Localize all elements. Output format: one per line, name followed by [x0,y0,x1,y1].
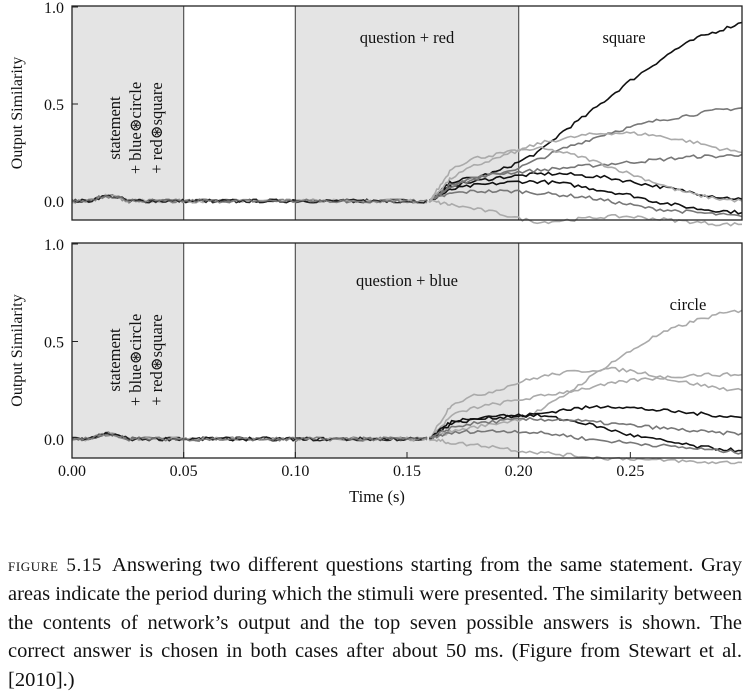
panel-bottom-answer-annotation: circle [670,295,707,314]
panel-top-question-label: question + red [360,28,455,47]
panel-bottom-xtick-label: 0.20 [505,463,533,480]
panel-bottom-question-label: question + blue [356,271,458,290]
caption-label: figure 5.15 [8,555,102,576]
panel-bottom-y-axis-label: Output Similarity [9,294,26,406]
panel-bottom-ytick-label: 1.0 [44,237,64,254]
panel-top-ytick-label: 0.5 [44,97,64,114]
panel-bottom-statement-label-line: + red⊛square [147,314,166,405]
panel-bottom-x-axis-label: Time (s) [349,487,405,506]
panel-bottom-xtick-label: 0.00 [58,463,86,480]
panel-top-ytick-label: 1.0 [44,0,64,17]
panel-bottom-statement-label-line: + blue⊛circle [126,314,145,406]
panel-bottom-ytick-label: 0.5 [44,335,64,352]
panel-bottom-statement-label-line: statement [105,328,124,392]
caption-text: Answering two different questions starti… [8,554,742,691]
panel-top-answer-annotation: square [602,28,645,47]
panel-bottom-xtick-label: 0.25 [616,463,644,480]
panel-bottom-ytick-label: 0.0 [44,432,64,449]
panel-top-statement-label-line: + red⊛square [147,82,166,173]
panel-top-ytick-label: 0.0 [44,194,64,211]
panel-bottom-xtick-label: 0.05 [170,463,198,480]
panel-bottom-xtick-label: 0.15 [393,463,421,480]
panel-top-y-axis-label: Output Similarity [9,57,26,169]
panel-bottom-xtick-label: 0.10 [281,463,309,480]
panel-top-statement-label-line: statement [105,96,124,160]
panel-top-statement-label-line: + blue⊛circle [126,82,145,174]
